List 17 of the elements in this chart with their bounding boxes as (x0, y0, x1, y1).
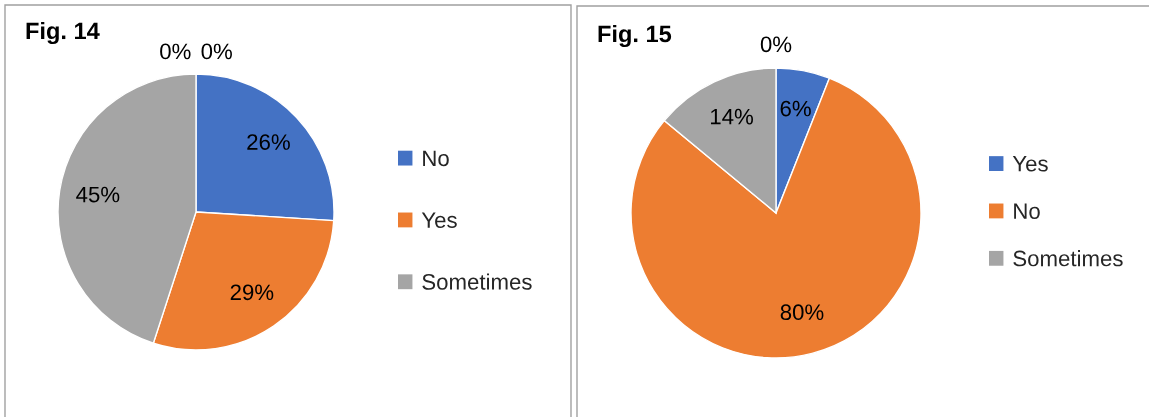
chart-title: Fig. 15 (598, 24, 672, 48)
legend-label: Sometimes (1013, 250, 1123, 267)
data-label: 6% (780, 100, 811, 117)
legend-label: Sometimes (422, 273, 532, 290)
legend-label: Yes (1012, 156, 1048, 172)
data-label: 26% (247, 134, 290, 150)
legend-label: No (1014, 203, 1040, 219)
text: 0% (201, 43, 232, 60)
data-label: 45% (76, 186, 120, 203)
chart-title: Fig. 14 (26, 21, 100, 45)
legend-label: Yes (421, 212, 457, 228)
data-label: 80% (780, 304, 824, 321)
text: 0% (760, 36, 792, 53)
data-label: 14% (711, 108, 753, 125)
legend-label: No (423, 150, 449, 167)
text: 0% (160, 43, 191, 60)
data-label: 29% (230, 284, 274, 301)
